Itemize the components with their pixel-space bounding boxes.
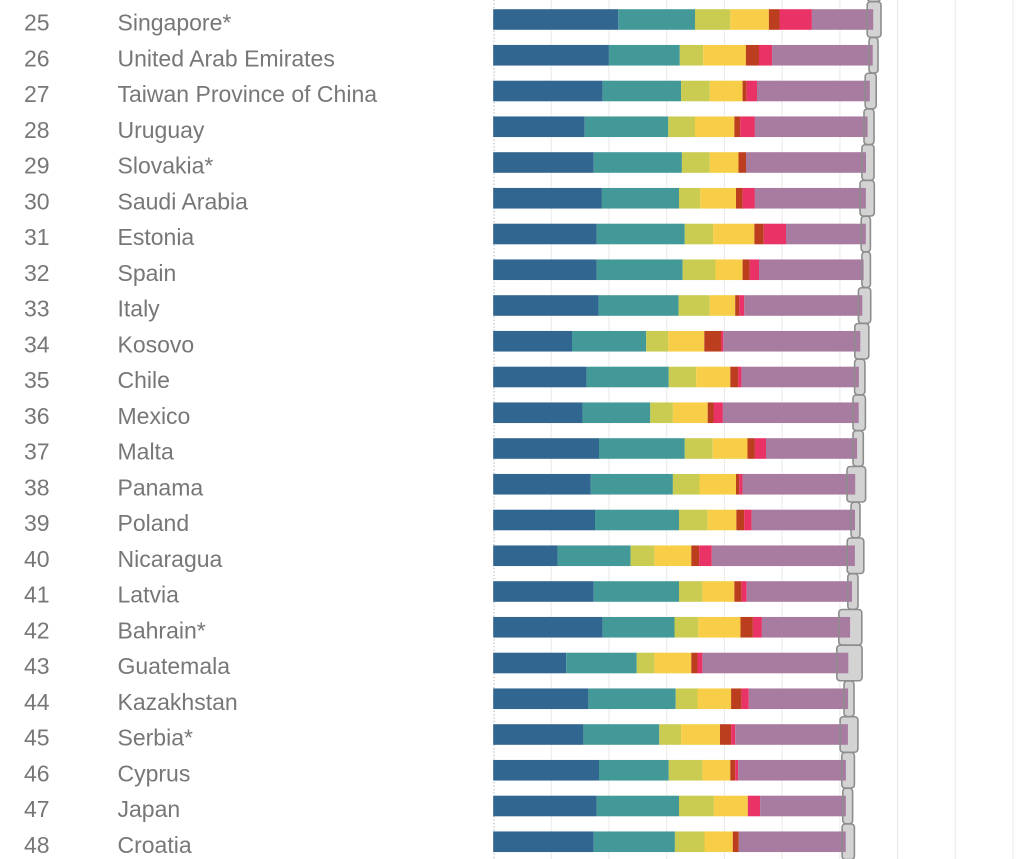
svg-text:Guatemala: Guatemala bbox=[118, 653, 231, 679]
svg-text:32: 32 bbox=[24, 260, 50, 286]
svg-text:Uruguay: Uruguay bbox=[118, 117, 205, 143]
svg-text:26: 26 bbox=[24, 45, 50, 71]
svg-text:Latvia: Latvia bbox=[118, 582, 180, 608]
svg-text:27: 27 bbox=[24, 81, 50, 107]
svg-text:Chile: Chile bbox=[118, 367, 170, 393]
svg-text:Kazakhstan: Kazakhstan bbox=[118, 689, 238, 715]
svg-text:30: 30 bbox=[24, 188, 50, 214]
svg-text:41: 41 bbox=[24, 582, 50, 608]
svg-text:Nicaragua: Nicaragua bbox=[118, 546, 223, 572]
svg-text:47: 47 bbox=[24, 796, 50, 822]
svg-text:37: 37 bbox=[24, 439, 50, 465]
svg-text:46: 46 bbox=[24, 760, 50, 786]
svg-text:Saudi Arabia: Saudi Arabia bbox=[118, 188, 249, 214]
svg-text:United Arab Emirates: United Arab Emirates bbox=[118, 45, 335, 71]
svg-text:42: 42 bbox=[24, 617, 50, 643]
svg-text:34: 34 bbox=[24, 331, 50, 357]
svg-text:Kosovo: Kosovo bbox=[118, 331, 195, 357]
svg-text:29: 29 bbox=[24, 153, 50, 179]
svg-text:45: 45 bbox=[24, 725, 50, 751]
svg-text:33: 33 bbox=[24, 296, 50, 322]
svg-text:Panama: Panama bbox=[118, 474, 204, 500]
svg-text:Italy: Italy bbox=[118, 296, 161, 322]
svg-text:Japan: Japan bbox=[118, 796, 181, 822]
svg-text:Malta: Malta bbox=[118, 439, 174, 465]
svg-text:38: 38 bbox=[24, 474, 50, 500]
svg-text:43: 43 bbox=[24, 653, 50, 679]
svg-text:39: 39 bbox=[24, 510, 50, 536]
svg-text:Estonia: Estonia bbox=[118, 224, 195, 250]
svg-text:Taiwan Province of China: Taiwan Province of China bbox=[118, 81, 378, 107]
svg-text:Mexico: Mexico bbox=[118, 403, 191, 429]
svg-text:36: 36 bbox=[24, 403, 50, 429]
svg-text:Cyprus: Cyprus bbox=[118, 760, 191, 786]
svg-text:Slovakia*: Slovakia* bbox=[118, 153, 214, 179]
svg-text:25: 25 bbox=[24, 10, 50, 36]
svg-text:44: 44 bbox=[24, 689, 50, 715]
svg-text:40: 40 bbox=[24, 546, 50, 572]
svg-text:Croatia: Croatia bbox=[118, 832, 192, 858]
svg-text:Singapore*: Singapore* bbox=[118, 10, 232, 36]
svg-text:Poland: Poland bbox=[118, 510, 190, 536]
svg-text:Bahrain*: Bahrain* bbox=[118, 617, 206, 643]
svg-text:48: 48 bbox=[24, 832, 50, 858]
svg-text:28: 28 bbox=[24, 117, 50, 143]
svg-text:31: 31 bbox=[24, 224, 50, 250]
svg-text:Spain: Spain bbox=[118, 260, 177, 286]
svg-text:Serbia*: Serbia* bbox=[118, 725, 193, 751]
svg-text:35: 35 bbox=[24, 367, 50, 393]
